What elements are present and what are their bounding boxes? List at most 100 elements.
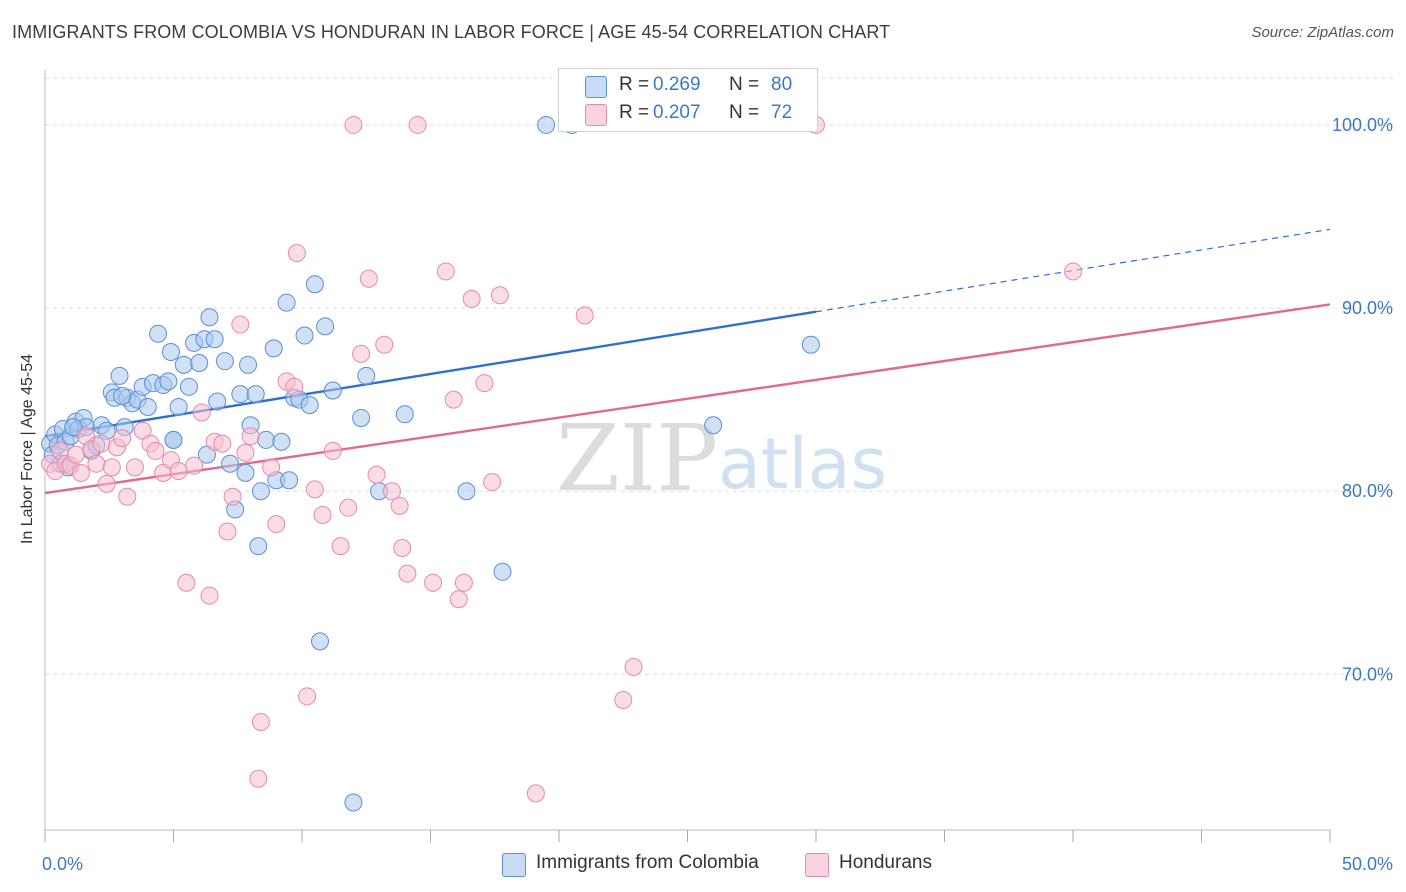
honduran-point <box>113 429 132 448</box>
honduran-point <box>71 463 90 482</box>
honduran-point <box>118 487 137 506</box>
honduran-point <box>575 306 594 325</box>
y-tick-label: 80.0% <box>1342 481 1393 501</box>
colombia-point <box>236 463 255 482</box>
honduran-point <box>305 480 324 499</box>
colombia-point <box>239 355 258 374</box>
honduran-point <box>200 586 219 605</box>
honduran-point <box>323 441 342 460</box>
colombia-point <box>357 366 376 385</box>
source-label: Source: ZipAtlas.com <box>1251 24 1394 41</box>
honduran-point <box>87 454 106 473</box>
legend-swatch-blue <box>502 853 526 877</box>
honduran-trend-line <box>44 303 1331 495</box>
honduran-point <box>313 506 332 525</box>
legend-label: Hondurans <box>839 852 932 873</box>
honduran-point <box>436 262 455 281</box>
honduran-point <box>262 458 281 477</box>
honduran-point <box>267 515 286 534</box>
honduran-point <box>231 315 250 334</box>
colombia-point <box>249 537 268 556</box>
honduran-point <box>624 658 643 677</box>
y-tick-label: 70.0% <box>1342 664 1393 684</box>
honduran-point <box>339 498 358 517</box>
colombia-point <box>344 793 363 812</box>
n-label: N = <box>729 74 760 95</box>
colombia-point <box>190 354 209 373</box>
colombia-point <box>251 482 270 501</box>
watermark-zip: ZIP <box>556 405 718 512</box>
honduran-point <box>249 769 268 788</box>
honduran-point <box>359 269 378 288</box>
honduran-point <box>424 573 443 592</box>
honduran-point <box>408 115 427 134</box>
honduran-point <box>1064 262 1082 281</box>
honduran-point <box>352 344 371 363</box>
colombia-point <box>161 343 180 362</box>
watermark: ZIP atlas <box>556 405 887 512</box>
n-value: 72 <box>771 102 793 123</box>
colombia-trend-line <box>44 310 817 438</box>
colombia-point <box>221 454 240 473</box>
honduran-point <box>298 687 317 706</box>
y-axis-label-wrap: In Labor Force | Age 45-54 <box>18 300 42 600</box>
honduran-point <box>218 522 237 541</box>
honduran-point <box>177 573 196 592</box>
x-tick-label: 50.0% <box>1342 854 1393 874</box>
honduran-point <box>66 445 85 464</box>
colombia-point <box>300 396 319 415</box>
honduran-point <box>169 462 188 481</box>
watermark-atlas: atlas <box>718 423 887 505</box>
colombia-point <box>179 377 198 396</box>
y-tick-label: 100.0% <box>1332 115 1393 135</box>
colombia-point <box>169 397 188 416</box>
legend-row-hondurans: R = 0.207 N = 72 <box>559 100 817 128</box>
colombia-point <box>231 385 250 404</box>
honduran-point <box>483 473 502 492</box>
honduran-point <box>125 458 144 477</box>
n-label: N = <box>729 102 760 123</box>
honduran-point <box>92 434 111 453</box>
r-value: 0.269 <box>653 74 701 95</box>
colombia-point <box>280 471 299 490</box>
colombia-point <box>704 416 723 435</box>
colombia-point <box>272 432 291 451</box>
honduran-point <box>454 573 473 592</box>
r-value: 0.207 <box>653 102 701 123</box>
honduran-point <box>97 474 116 493</box>
colombia-point <box>215 352 234 371</box>
honduran-point <box>449 590 468 609</box>
honduran-point <box>444 390 463 409</box>
honduran-point <box>475 374 494 393</box>
honduran-point <box>236 443 255 462</box>
colombia-point <box>64 418 83 437</box>
colombia-point <box>457 482 476 501</box>
x-tick-label: 0.0% <box>42 854 83 874</box>
colombia-point <box>246 385 265 404</box>
colombia-point <box>493 562 512 581</box>
honduran-point <box>331 537 350 556</box>
legend-row-colombia: R = 0.269 N = 80 <box>559 72 817 100</box>
legend-swatch-pink <box>585 104 607 126</box>
honduran-point <box>398 564 417 583</box>
honduran-point <box>344 115 363 134</box>
colombia-point <box>305 275 324 294</box>
honduran-point <box>192 403 211 422</box>
honduran-point <box>241 427 260 446</box>
legend-swatch-pink <box>805 853 829 877</box>
colombia-point <box>113 386 132 405</box>
colombia-point <box>264 339 283 358</box>
colombia-point <box>801 335 820 354</box>
honduran-point <box>375 335 394 354</box>
colombia-point <box>149 324 168 343</box>
honduran-point <box>251 712 270 731</box>
colombia-point <box>164 430 183 449</box>
colombia-point <box>257 430 276 449</box>
points-layer <box>41 115 1082 812</box>
honduran-point <box>490 286 509 305</box>
colombia-trend-extension <box>815 228 1331 313</box>
honduran-point <box>102 458 121 477</box>
honduran-point <box>367 465 386 484</box>
honduran-point <box>526 784 545 803</box>
